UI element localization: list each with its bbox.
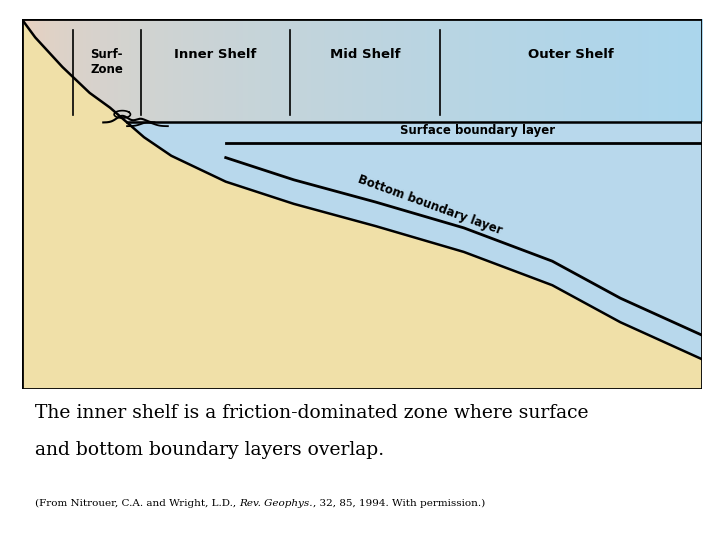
Text: Bottom boundary layer: Bottom boundary layer: [356, 173, 504, 237]
Text: , 32, 85, 1994. With permission.): , 32, 85, 1994. With permission.): [313, 499, 485, 508]
Text: Mid Shelf: Mid Shelf: [330, 49, 400, 62]
Text: Surf-
Zone: Surf- Zone: [90, 49, 123, 77]
Text: The inner shelf is a friction-dominated zone where surface: The inner shelf is a friction-dominated …: [35, 404, 589, 422]
Text: Outer Shelf: Outer Shelf: [528, 49, 614, 62]
Text: Inner Shelf: Inner Shelf: [174, 49, 257, 62]
Text: Surface boundary layer: Surface boundary layer: [400, 124, 555, 137]
Polygon shape: [22, 19, 702, 389]
Text: Rev. Geophys.: Rev. Geophys.: [240, 499, 313, 508]
Polygon shape: [127, 123, 702, 359]
Text: and bottom boundary layers overlap.: and bottom boundary layers overlap.: [35, 441, 384, 459]
Text: (From Nitrouer, C.A. and Wright, L.D.,: (From Nitrouer, C.A. and Wright, L.D.,: [35, 499, 240, 508]
